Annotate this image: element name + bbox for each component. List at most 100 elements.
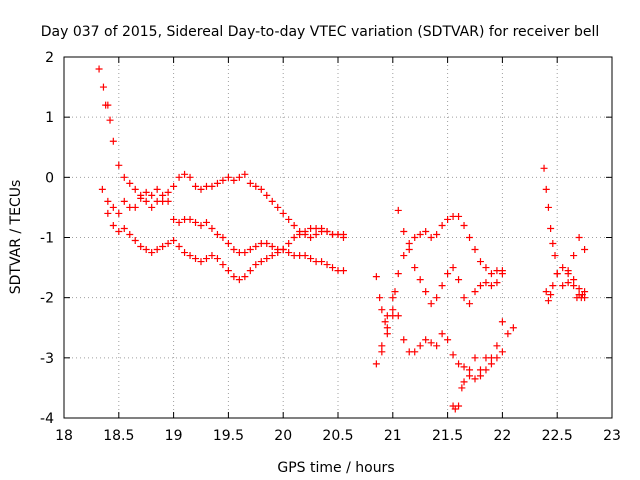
data-point — [444, 336, 452, 344]
data-point — [170, 237, 178, 245]
data-point — [547, 291, 555, 299]
data-point — [482, 279, 490, 287]
data-point — [416, 276, 424, 284]
data-point — [109, 137, 117, 145]
data-point — [389, 306, 397, 314]
data-point — [274, 249, 282, 257]
data-point — [208, 224, 216, 232]
data-point — [296, 230, 304, 238]
data-point — [257, 185, 265, 193]
data-point — [99, 83, 107, 91]
data-point — [318, 258, 326, 266]
data-point — [170, 215, 178, 223]
y-tick-label: -2 — [40, 291, 54, 307]
data-point — [115, 161, 123, 169]
data-point — [213, 230, 221, 238]
data-point — [416, 342, 424, 350]
series-track-10 — [564, 279, 589, 302]
data-point — [230, 273, 238, 281]
data-point — [197, 258, 205, 266]
data-point — [175, 243, 183, 251]
data-point — [153, 246, 161, 254]
data-point — [376, 294, 384, 302]
series-track-6 — [372, 312, 517, 383]
data-point — [542, 185, 550, 193]
data-point — [400, 227, 408, 235]
data-point — [131, 185, 139, 193]
data-point — [202, 218, 210, 226]
data-point — [290, 234, 298, 241]
data-point — [544, 297, 552, 305]
data-point — [98, 185, 106, 193]
data-point — [186, 215, 194, 223]
data-point — [451, 405, 459, 413]
data-point — [466, 234, 474, 241]
data-point — [202, 255, 210, 263]
x-tick-label: 19.5 — [213, 428, 244, 444]
y-tick-label: 1 — [45, 110, 54, 126]
data-point — [104, 101, 112, 109]
data-point — [549, 282, 557, 290]
data-points — [95, 65, 589, 413]
data-point — [498, 270, 506, 278]
data-point — [466, 366, 474, 374]
x-tick-label: 20 — [274, 428, 292, 444]
data-point — [197, 185, 205, 193]
data-point — [575, 285, 583, 293]
data-point — [394, 270, 402, 278]
data-point — [460, 221, 468, 229]
data-point — [290, 221, 298, 229]
data-point — [170, 182, 178, 190]
data-point — [312, 230, 320, 238]
data-point — [257, 258, 265, 266]
data-point — [301, 227, 309, 235]
data-point — [230, 246, 238, 254]
data-point — [400, 252, 408, 260]
data-point — [106, 116, 114, 124]
data-point — [235, 276, 243, 284]
x-axis-label: GPS time / hours — [277, 460, 394, 476]
data-point — [476, 282, 484, 290]
data-point — [493, 279, 501, 287]
data-point — [460, 378, 468, 386]
data-point — [482, 264, 490, 272]
data-point — [411, 234, 419, 241]
data-point — [544, 203, 552, 211]
data-point — [279, 246, 287, 254]
data-point — [142, 246, 150, 254]
data-point — [438, 282, 446, 290]
data-point — [175, 173, 183, 181]
data-point — [573, 294, 581, 302]
series-track-9 — [542, 264, 589, 305]
data-point — [547, 224, 555, 232]
data-point — [339, 267, 347, 275]
x-tick-label: 22 — [493, 428, 511, 444]
y-axis-label: SDTVAR / TECUs — [8, 180, 24, 295]
data-point — [391, 288, 399, 296]
data-point — [241, 273, 249, 281]
data-point — [192, 182, 200, 190]
series-track-2 — [98, 185, 347, 275]
data-point — [487, 270, 495, 278]
data-point — [433, 294, 441, 302]
data-point — [120, 224, 128, 232]
x-tick-label: 19 — [165, 428, 183, 444]
data-point — [197, 221, 205, 229]
data-point — [427, 339, 435, 347]
data-point — [394, 312, 402, 320]
data-point — [224, 240, 232, 248]
data-point — [493, 342, 501, 350]
series-track-3 — [104, 209, 347, 284]
data-point — [378, 348, 386, 356]
data-point — [285, 249, 293, 257]
data-point — [104, 197, 112, 205]
data-point — [285, 240, 293, 248]
series-track-8 — [540, 164, 589, 290]
data-point — [372, 360, 380, 368]
data-point — [422, 336, 430, 344]
data-point — [186, 173, 194, 181]
data-point — [252, 261, 260, 269]
y-tick-labels: -4 -3 -2 -1 0 1 2 — [40, 50, 54, 427]
data-point — [549, 240, 557, 248]
